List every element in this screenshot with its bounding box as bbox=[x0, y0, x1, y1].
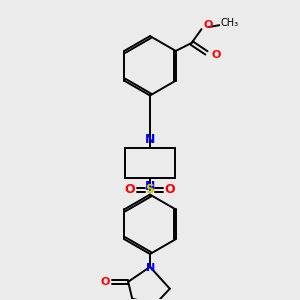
Text: S: S bbox=[146, 183, 154, 196]
Text: O: O bbox=[125, 183, 136, 196]
Text: O: O bbox=[164, 183, 175, 196]
Text: N: N bbox=[145, 180, 155, 193]
Text: N: N bbox=[145, 133, 155, 146]
Text: O: O bbox=[203, 20, 213, 30]
Text: CH₃: CH₃ bbox=[220, 18, 238, 28]
Text: N: N bbox=[146, 263, 156, 273]
Text: O: O bbox=[101, 277, 110, 287]
Text: O: O bbox=[212, 50, 221, 60]
